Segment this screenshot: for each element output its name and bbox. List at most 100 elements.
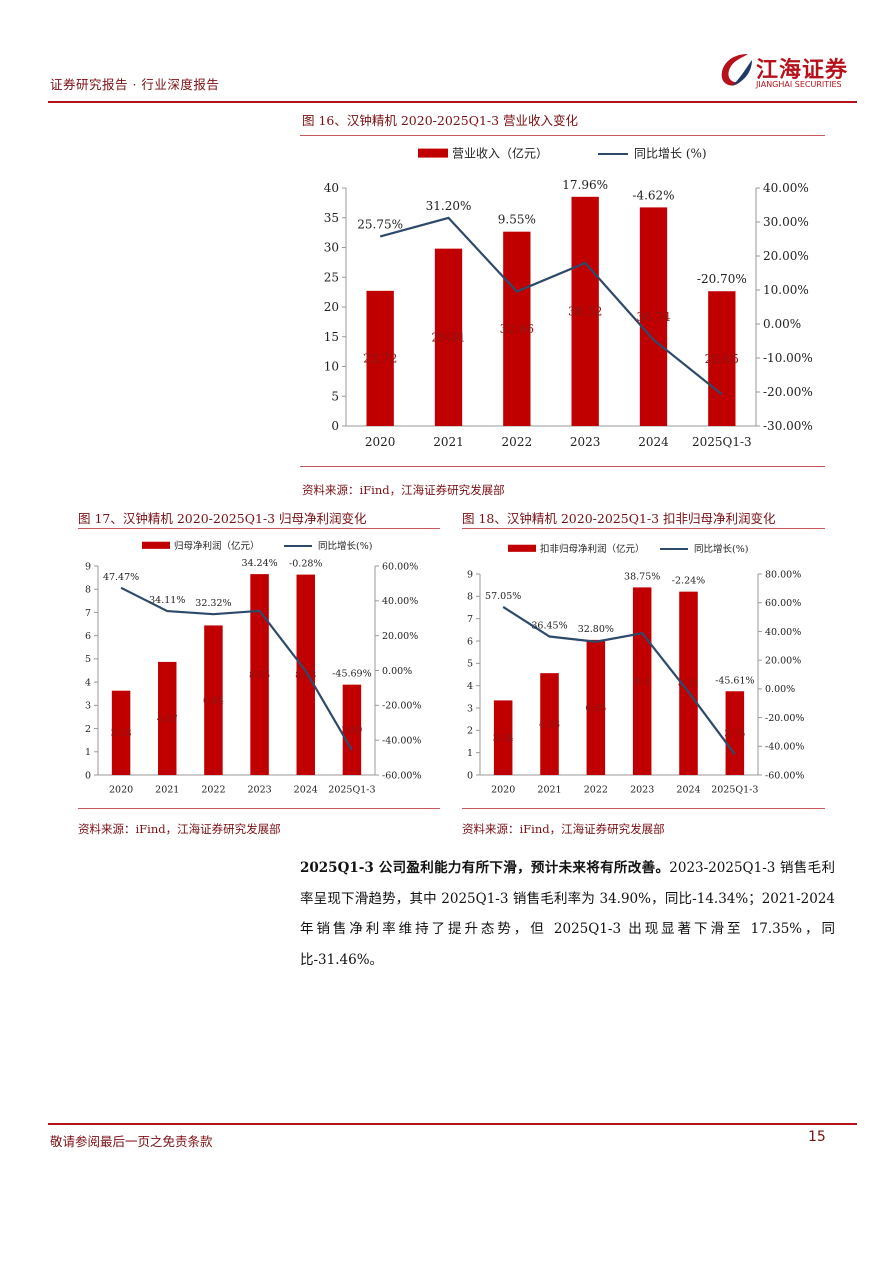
bar bbox=[366, 290, 394, 426]
bar bbox=[679, 591, 698, 775]
bar-value-label: 22.72 bbox=[363, 352, 397, 366]
y2-tick-label: 0.00% bbox=[765, 684, 795, 695]
bar-value-label: 6.05 bbox=[585, 703, 606, 714]
bar-value-label: 3.89 bbox=[341, 725, 362, 736]
bar bbox=[503, 231, 531, 426]
footer-disclaimer: 敬请参阅最后一页之免责条款 bbox=[50, 1134, 213, 1149]
fig16-source: 资料来源：iFind，江海证券研究发展部 bbox=[302, 483, 505, 497]
y2-tick-label: 40.00% bbox=[765, 627, 801, 638]
footer-rule bbox=[48, 1123, 857, 1125]
y-tick-label: 2 bbox=[467, 726, 473, 737]
growth-value-label: 32.80% bbox=[578, 624, 614, 635]
fig17-chart: 归母净利润（亿元） 同比增长(%) 0 1 2 3 4 5 6 7 8 9 -60.00% -40.00%… bbox=[85, 540, 421, 796]
x-tick-label: 2025Q1-3 bbox=[692, 435, 752, 449]
bar-value-label: 8.4 bbox=[635, 677, 650, 688]
body-paragraph: 2025Q1-3 公司盈利能力有所下滑，预计未来将有所改善。2023-2025Q… bbox=[300, 853, 835, 975]
y2-tick-label: -40.00% bbox=[382, 735, 421, 746]
bar-value-label: 8.21 bbox=[678, 679, 699, 690]
logo-swirl-icon bbox=[721, 54, 752, 86]
growth-value-label: 17.96% bbox=[562, 178, 608, 192]
growth-value-label: 34.11% bbox=[149, 595, 185, 606]
paragraph-lead: 2025Q1-3 公司盈利能力有所下滑，预计未来将有所改善。 bbox=[300, 860, 670, 876]
y2-tick-label: 60.00% bbox=[765, 598, 801, 609]
y2-tick-label: 60.00% bbox=[382, 561, 418, 572]
fig18-source: 资料来源：iFind，江海证券研究发展部 bbox=[462, 822, 665, 836]
y2-tick-label: 30.00% bbox=[763, 215, 809, 229]
growth-line bbox=[379, 216, 723, 396]
y2-tick-label: 40.00% bbox=[382, 596, 418, 607]
growth-value-label: -20.70% bbox=[697, 272, 747, 286]
y2-tick-label: -20.00% bbox=[763, 385, 813, 399]
y2-tick-label: 20.00% bbox=[763, 249, 809, 263]
fig16-chart: 营业收入（亿元） 同比增长 (%) 0 5 10 15 20 25 30 35 40 -30.00% -… bbox=[324, 146, 813, 449]
bar-value-label: 36.74 bbox=[636, 310, 671, 324]
y-tick-label: 4 bbox=[467, 681, 473, 692]
y-tick-label: 20 bbox=[324, 300, 339, 314]
bar-value-label: 3.75 bbox=[724, 728, 745, 739]
bar bbox=[708, 291, 736, 426]
x-tick-label: 2024 bbox=[676, 785, 700, 796]
legend-line-label: 同比增长 (%) bbox=[634, 147, 707, 161]
x-tick-label: 2021 bbox=[537, 785, 561, 796]
y-tick-label: 30 bbox=[324, 241, 339, 255]
y-tick-label: 4 bbox=[85, 677, 91, 688]
bar bbox=[250, 574, 269, 775]
y-tick-label: 35 bbox=[324, 211, 339, 225]
x-tick-label: 2025Q1-3 bbox=[711, 785, 758, 796]
y-tick-label: 5 bbox=[85, 654, 91, 665]
bar bbox=[586, 639, 606, 775]
bar bbox=[540, 673, 559, 775]
y-tick-label: 0 bbox=[331, 419, 339, 433]
bar bbox=[111, 690, 131, 775]
y-tick-label: 7 bbox=[85, 608, 91, 619]
bar-value-label: 8.65 bbox=[249, 670, 270, 681]
fig18-bottom-rule bbox=[462, 808, 825, 809]
y-tick-label: 2 bbox=[85, 724, 91, 735]
legend-line-label: 同比增长(%) bbox=[318, 540, 372, 552]
x-tick-label: 2022 bbox=[584, 785, 608, 796]
bar bbox=[342, 684, 362, 775]
y-tick-label: 8 bbox=[85, 585, 91, 596]
y-tick-label: 1 bbox=[467, 748, 473, 759]
y2-tick-label: 20.00% bbox=[382, 631, 418, 642]
y2-tick-label: 10.00% bbox=[763, 283, 809, 297]
paragraph-text: 2023-2025Q1-3 销售毛利率呈现下滑趋势，其中 2025Q1-3 销售… bbox=[300, 860, 835, 968]
x-tick-label: 2023 bbox=[630, 785, 654, 796]
x-tick-label: 2021 bbox=[155, 785, 179, 796]
y-tick-label: 0 bbox=[467, 770, 473, 781]
bar bbox=[571, 196, 599, 426]
x-tick-label: 2024 bbox=[638, 435, 669, 449]
y-tick-label: 5 bbox=[331, 389, 339, 403]
growth-value-label: 57.05% bbox=[485, 591, 521, 602]
growth-value-label: 9.55% bbox=[498, 213, 536, 227]
growth-line bbox=[120, 586, 353, 751]
x-tick-label: 2023 bbox=[570, 435, 601, 449]
y-tick-label: 9 bbox=[85, 561, 91, 572]
bar-value-label: 3.63 bbox=[111, 728, 132, 739]
y-tick-label: 0 bbox=[85, 770, 91, 781]
bar bbox=[204, 625, 223, 775]
legend-line-label: 同比增长(%) bbox=[694, 543, 748, 555]
y-tick-label: 3 bbox=[467, 703, 473, 714]
x-tick-label: 2022 bbox=[502, 435, 533, 449]
bar-value-label: 8.63 bbox=[295, 670, 316, 681]
x-tick-label: 2025Q1-3 bbox=[328, 785, 375, 796]
growth-value-label: -45.69% bbox=[332, 669, 371, 680]
legend-bar-swatch bbox=[508, 544, 536, 552]
y2-tick-label: 20.00% bbox=[765, 655, 801, 666]
growth-value-label: 47.47% bbox=[103, 572, 139, 583]
y2-tick-label: -60.00% bbox=[765, 770, 804, 781]
x-tick-label: 2024 bbox=[294, 785, 318, 796]
fig17-source: 资料来源：iFind，江海证券研究发展部 bbox=[78, 822, 281, 836]
logo-text-cn: 江海证券 bbox=[756, 58, 849, 83]
fig18-title: 图 18、汉钟精机 2020-2025Q1-3 扣非归母净利润变化 bbox=[462, 511, 776, 526]
y2-tick-label: 40.00% bbox=[763, 181, 809, 195]
y2-tick-label: 80.00% bbox=[765, 569, 801, 580]
y-tick-label: 8 bbox=[467, 592, 473, 603]
y-tick-label: 15 bbox=[324, 330, 339, 344]
legend-bar-label: 归母净利润（亿元） bbox=[174, 540, 260, 552]
bar-value-label: 4.56 bbox=[539, 719, 560, 730]
growth-value-label: 36.45% bbox=[531, 621, 567, 632]
y2-tick-label: -20.00% bbox=[382, 701, 421, 712]
growth-value-label: -45.61% bbox=[715, 675, 754, 686]
